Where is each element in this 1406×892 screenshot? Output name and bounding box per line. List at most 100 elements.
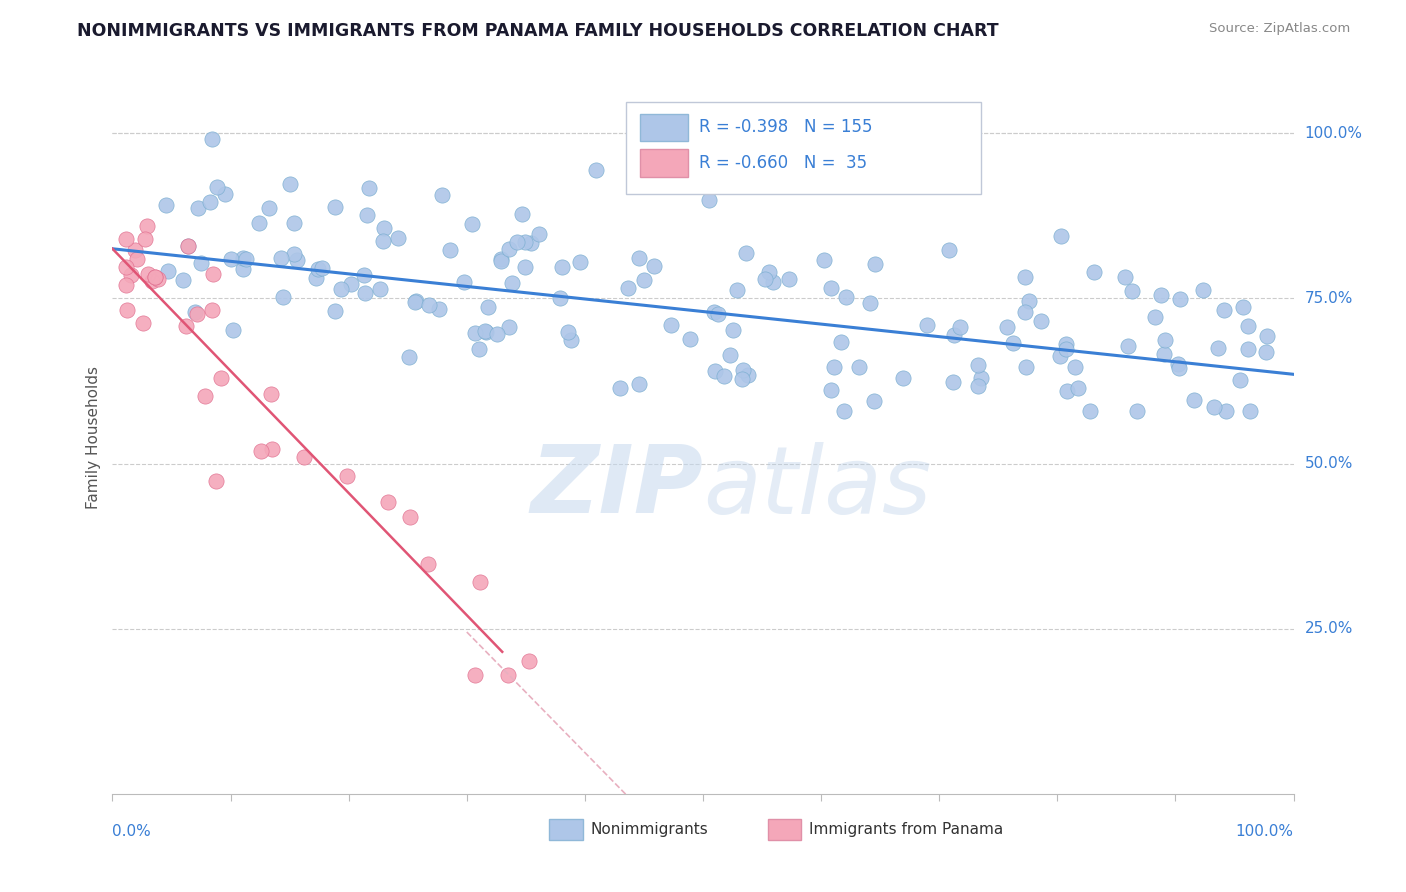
Point	[513, 235, 536, 249]
Point	[141, 274, 163, 288]
Point	[222, 323, 245, 337]
Point	[617, 281, 640, 295]
Point	[1168, 292, 1191, 306]
Text: Nonimmigrants: Nonimmigrants	[591, 822, 709, 837]
Point	[201, 131, 224, 145]
Point	[115, 303, 138, 318]
Point	[1182, 393, 1205, 408]
Point	[754, 271, 776, 285]
Point	[966, 358, 988, 372]
Point	[862, 394, 884, 409]
Point	[1256, 329, 1278, 343]
Point	[134, 232, 156, 246]
Point	[643, 259, 665, 273]
Point	[891, 371, 914, 385]
Point	[661, 318, 683, 333]
Point	[190, 256, 212, 270]
Point	[219, 252, 242, 266]
Point	[260, 387, 283, 401]
Point	[405, 293, 427, 308]
Point	[1029, 314, 1052, 328]
Text: R = -0.398   N = 155: R = -0.398 N = 155	[699, 119, 873, 136]
Point	[125, 252, 148, 267]
Point	[387, 230, 409, 244]
Point	[477, 300, 499, 314]
Point	[633, 273, 655, 287]
Point	[373, 221, 395, 235]
Bar	[640, 150, 688, 177]
Point	[201, 267, 224, 281]
Point	[725, 283, 748, 297]
Point	[184, 305, 207, 319]
Point	[398, 350, 420, 364]
Point	[1078, 403, 1101, 417]
Point	[520, 235, 543, 250]
Point	[232, 251, 254, 265]
Point	[1050, 229, 1073, 244]
Point	[737, 368, 759, 382]
Point	[1191, 284, 1213, 298]
Text: atlas: atlas	[703, 442, 931, 533]
Point	[609, 381, 631, 395]
Point	[468, 574, 491, 589]
Point	[1229, 373, 1251, 387]
Text: 0.0%: 0.0%	[112, 824, 152, 839]
Point	[713, 368, 735, 383]
Point	[1054, 337, 1077, 351]
Point	[627, 377, 650, 392]
Point	[1126, 403, 1149, 417]
Point	[145, 270, 167, 285]
Point	[323, 200, 346, 214]
Point	[498, 243, 520, 257]
Text: NONIMMIGRANTS VS IMMIGRANTS FROM PANAMA FAMILY HOUSEHOLDS CORRELATION CHART: NONIMMIGRANTS VS IMMIGRANTS FROM PANAMA …	[77, 22, 998, 40]
Point	[1066, 381, 1088, 395]
Point	[731, 372, 754, 386]
Point	[758, 265, 780, 279]
Point	[1206, 341, 1229, 355]
Point	[505, 235, 527, 249]
Point	[186, 307, 208, 321]
Point	[354, 286, 377, 301]
Point	[1056, 384, 1078, 399]
Point	[336, 468, 359, 483]
Point	[283, 216, 305, 230]
Text: 75.0%: 75.0%	[1305, 291, 1353, 306]
Point	[283, 246, 305, 260]
Point	[136, 267, 159, 281]
Point	[356, 209, 378, 223]
Point	[496, 668, 519, 682]
Text: 100.0%: 100.0%	[1305, 126, 1362, 141]
Point	[697, 194, 720, 208]
Point	[735, 245, 758, 260]
Point	[120, 268, 142, 282]
Point	[1144, 310, 1167, 324]
Point	[1154, 333, 1177, 347]
Point	[848, 359, 870, 374]
Point	[1014, 270, 1036, 285]
Point	[997, 319, 1019, 334]
Text: Immigrants from Panama: Immigrants from Panama	[810, 822, 1004, 837]
Point	[733, 362, 755, 376]
Point	[938, 243, 960, 257]
FancyBboxPatch shape	[626, 102, 980, 194]
Point	[200, 194, 222, 209]
Point	[830, 334, 852, 349]
Point	[214, 186, 236, 201]
Text: 25.0%: 25.0%	[1305, 621, 1353, 636]
Point	[863, 257, 886, 271]
Point	[1121, 284, 1143, 298]
Point	[177, 239, 200, 253]
Point	[209, 371, 232, 385]
Point	[247, 215, 270, 229]
Point	[439, 243, 461, 257]
Point	[135, 219, 157, 233]
Point	[1153, 346, 1175, 360]
Point	[1202, 400, 1225, 414]
Bar	[550, 819, 582, 840]
Point	[1116, 339, 1139, 353]
Point	[461, 217, 484, 231]
Point	[371, 234, 394, 248]
Point	[176, 319, 198, 334]
Point	[177, 239, 200, 253]
Point	[260, 442, 283, 457]
